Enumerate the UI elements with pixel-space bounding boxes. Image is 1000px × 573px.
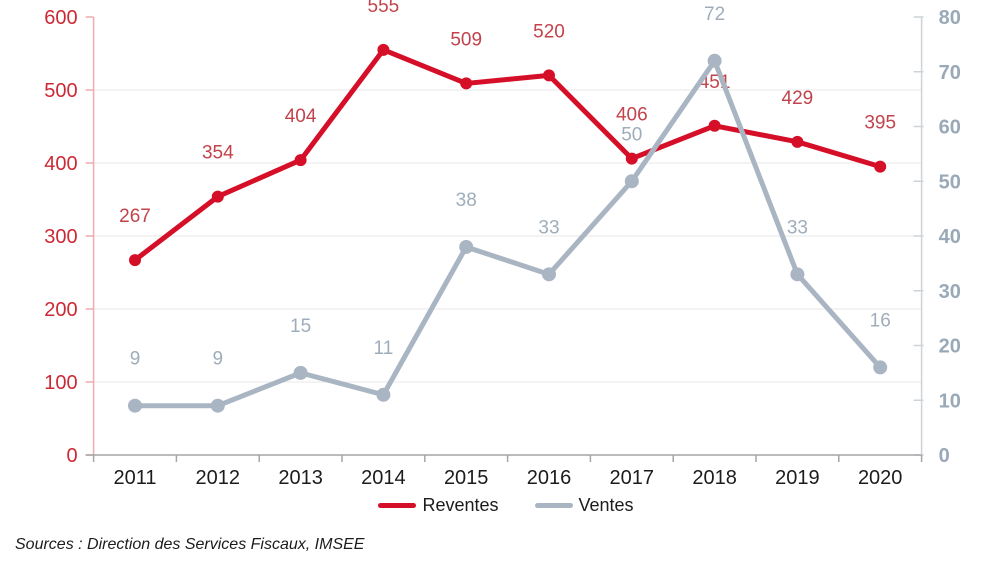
data-label-ventes: 16 xyxy=(870,310,891,331)
data-label-reventes: 509 xyxy=(450,29,482,50)
x-axis-label: 2012 xyxy=(196,467,241,489)
right-axis-label: 70 xyxy=(939,62,961,84)
left-axis-label: 0 xyxy=(66,445,77,467)
data-point-ventes xyxy=(790,267,805,282)
data-label-ventes: 33 xyxy=(538,217,559,238)
source-note: Sources : Direction des Services Fiscaux… xyxy=(15,536,365,553)
data-label-reventes: 404 xyxy=(285,106,317,127)
right-axis-label: 40 xyxy=(939,226,961,248)
x-axis-label: 2013 xyxy=(278,467,323,489)
data-point-reventes xyxy=(874,160,887,173)
data-label-reventes: 555 xyxy=(368,0,400,17)
data-point-ventes xyxy=(873,360,888,375)
x-axis-label: 2019 xyxy=(775,467,820,489)
data-label-ventes: 11 xyxy=(374,338,394,359)
series-line-reventes xyxy=(132,47,883,263)
x-axis-label: 2011 xyxy=(113,467,156,489)
left-axis-label: 300 xyxy=(44,226,77,248)
data-point-ventes xyxy=(542,267,556,282)
data-point-ventes xyxy=(128,398,142,413)
left-axis-label: 600 xyxy=(44,7,77,29)
data-label-reventes: 406 xyxy=(616,105,648,126)
right-axis-label: 30 xyxy=(939,281,961,303)
data-point-reventes xyxy=(625,152,638,165)
data-label-reventes: 354 xyxy=(202,143,234,164)
legend-label-ventes: Ventes xyxy=(578,495,634,515)
right-axis-label: 50 xyxy=(939,171,961,193)
x-axis-label: 2015 xyxy=(444,467,489,489)
data-label-reventes: 520 xyxy=(533,21,565,42)
data-point-reventes xyxy=(129,254,141,267)
data-label-reventes: 395 xyxy=(864,113,896,134)
right-axis-label: 20 xyxy=(939,336,961,358)
data-point-ventes xyxy=(624,174,639,189)
data-point-reventes xyxy=(708,119,721,132)
x-axis-label: 2014 xyxy=(361,467,406,489)
legend-item-reventes: Reventes xyxy=(378,495,499,516)
data-label-ventes: 33 xyxy=(787,217,808,238)
data-point-ventes xyxy=(210,398,225,413)
left-axis-label: 100 xyxy=(44,372,77,394)
data-point-ventes xyxy=(293,365,308,380)
right-axis-label: 60 xyxy=(939,117,961,139)
data-point-ventes xyxy=(707,53,722,68)
left-axis-label: 400 xyxy=(44,153,77,175)
right-axis-label: 10 xyxy=(939,390,961,412)
data-point-ventes xyxy=(376,387,391,402)
left-axis-label: 200 xyxy=(44,299,77,321)
data-label-ventes: 9 xyxy=(213,349,224,370)
x-axis-label: 2018 xyxy=(692,467,737,489)
reventes-line-swatch xyxy=(378,503,417,508)
data-point-reventes xyxy=(211,190,224,203)
data-label-ventes: 72 xyxy=(704,4,725,25)
data-label-ventes: 15 xyxy=(290,316,311,337)
data-label-ventes: 9 xyxy=(130,349,141,370)
left-axis-label: 500 xyxy=(44,80,77,102)
legend: Reventes Ventes xyxy=(0,495,1000,516)
data-label-ventes: 38 xyxy=(456,190,477,211)
right-axis-label: 80 xyxy=(939,7,961,29)
data-label-ventes: 50 xyxy=(621,124,642,145)
x-axis-label: 2016 xyxy=(527,467,572,489)
legend-label-reventes: Reventes xyxy=(422,495,499,515)
right-axis-label: 0 xyxy=(939,445,950,467)
ventes-line-swatch xyxy=(534,503,573,508)
data-point-reventes xyxy=(377,43,390,56)
x-axis-label: 2020 xyxy=(858,467,903,489)
series-line-ventes xyxy=(132,58,883,409)
data-point-reventes xyxy=(294,154,307,167)
x-axis-label: 2017 xyxy=(610,467,655,489)
data-label-reventes: 267 xyxy=(119,206,151,227)
data-label-reventes: 429 xyxy=(782,88,814,109)
data-point-reventes xyxy=(460,77,473,90)
legend-item-ventes: Ventes xyxy=(534,495,634,516)
data-point-ventes xyxy=(459,239,474,254)
data-point-reventes xyxy=(543,69,555,82)
data-point-reventes xyxy=(791,135,804,148)
